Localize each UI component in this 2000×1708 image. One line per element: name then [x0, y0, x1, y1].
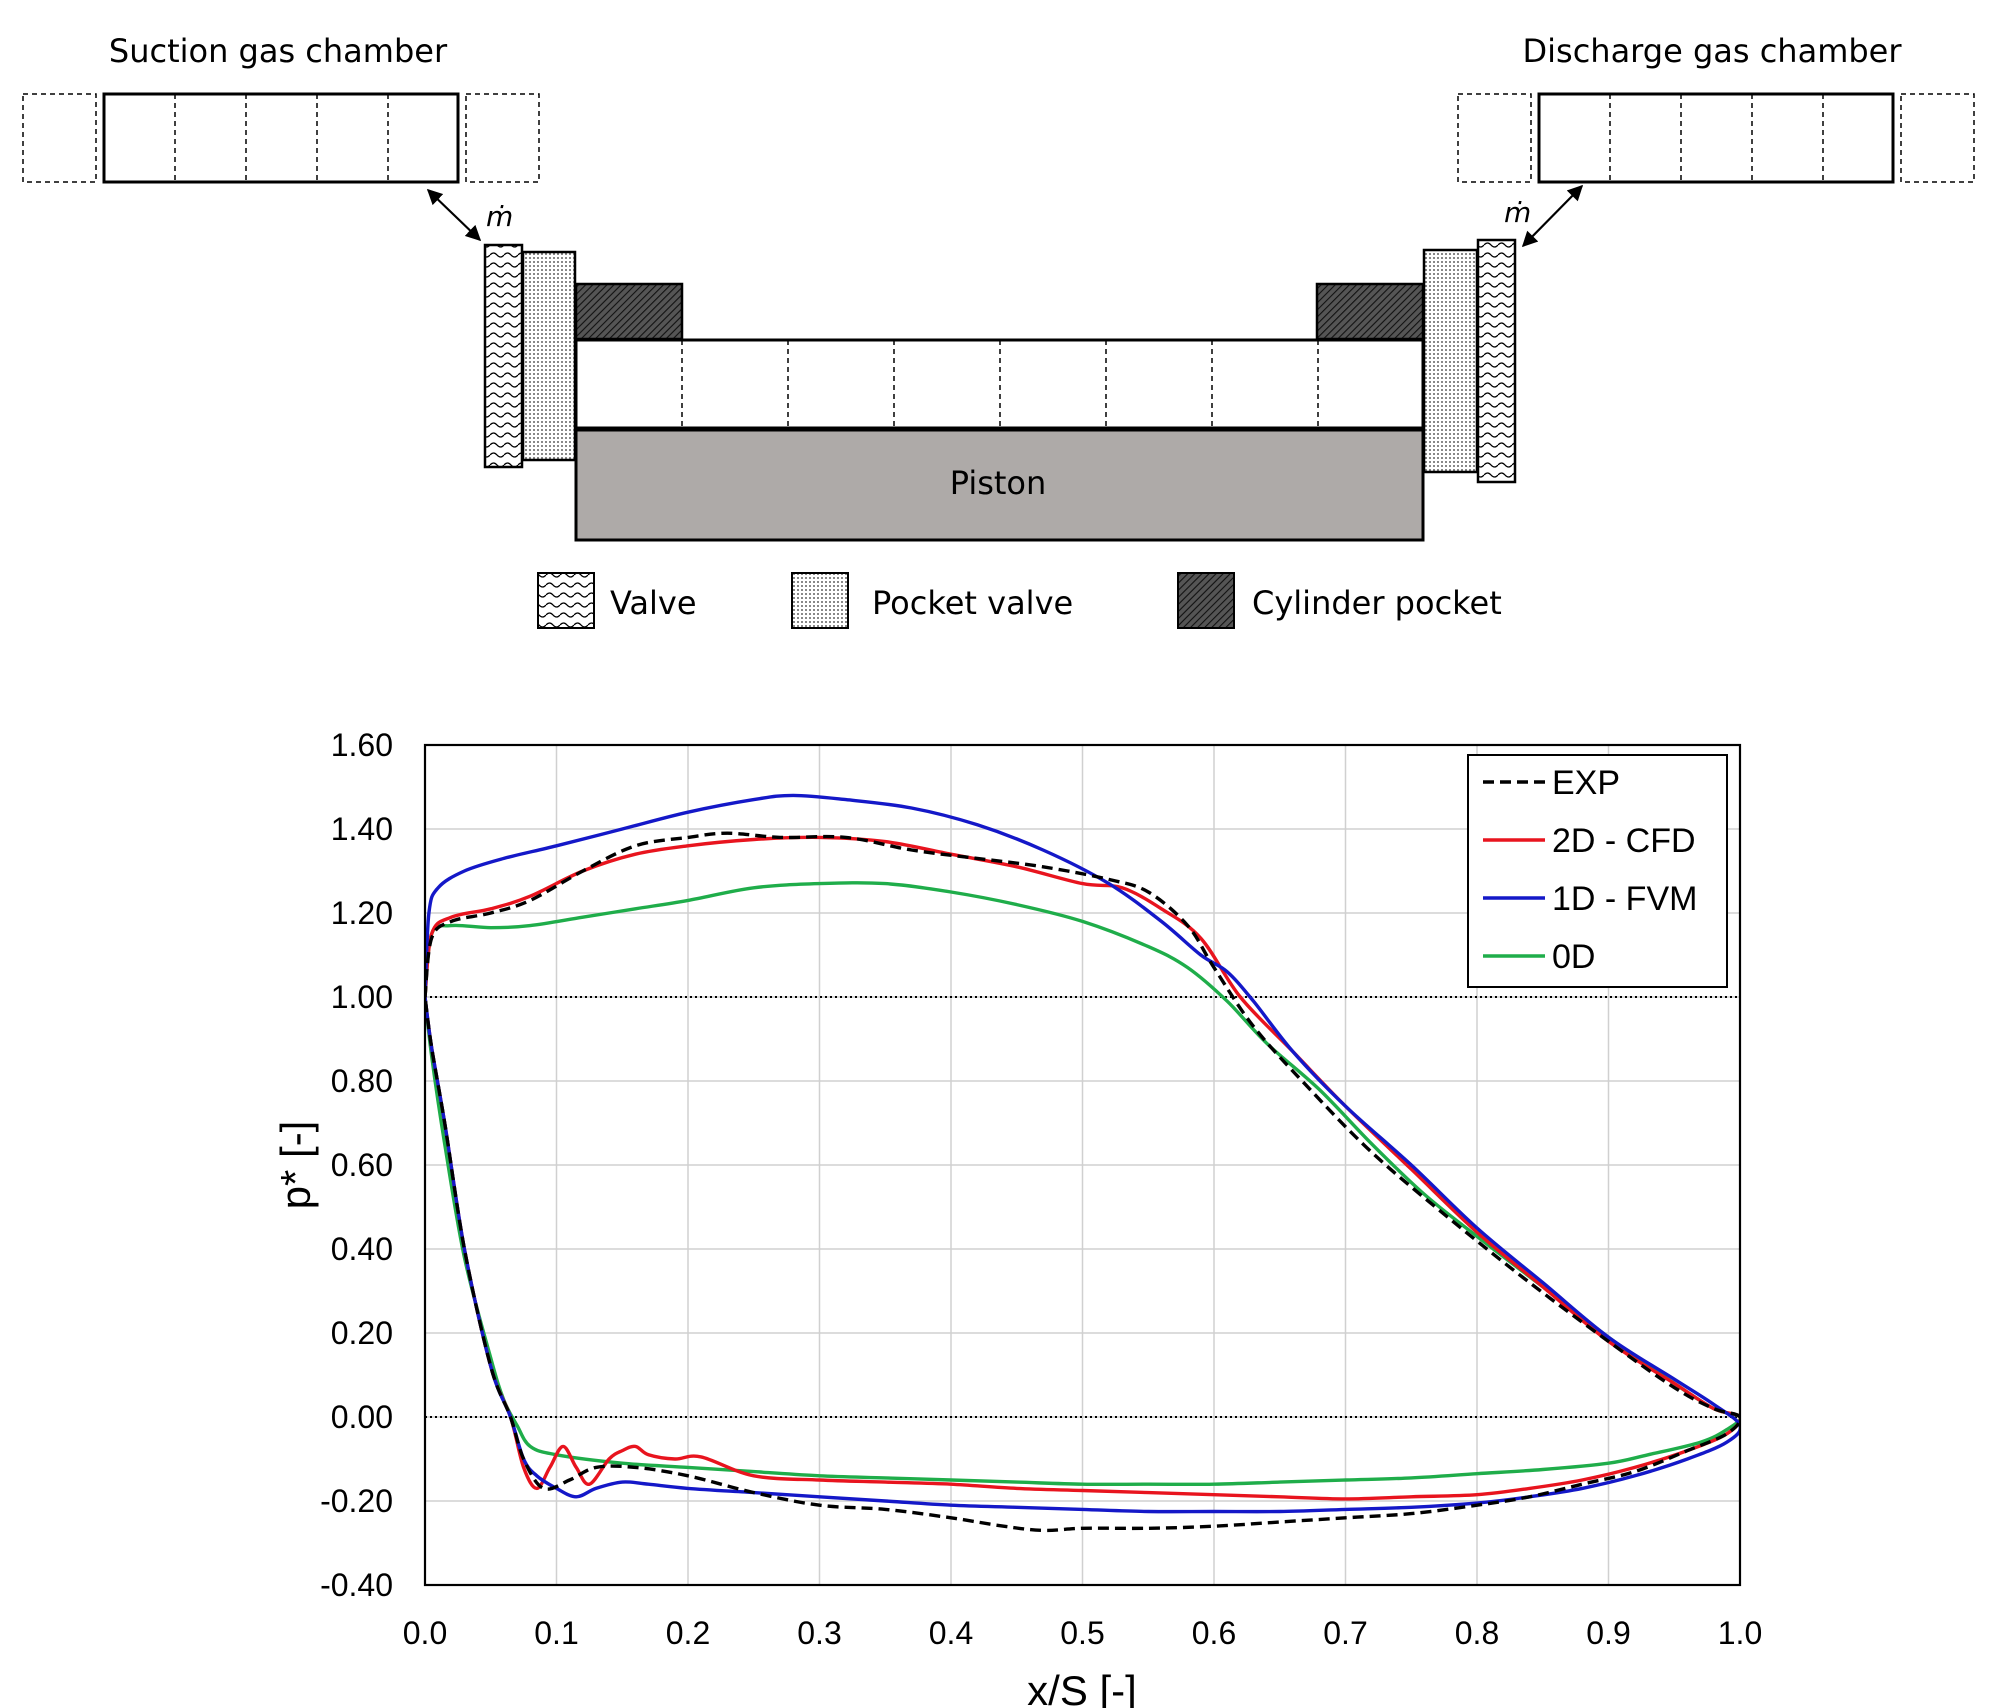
discharge-pocket-valve [1422, 248, 1479, 474]
discharge-valve [1476, 238, 1517, 484]
discharge-chamber: Discharge gas chamber [1457, 32, 1975, 184]
piston [574, 428, 1425, 542]
y-tick-label: 1.20 [331, 895, 393, 931]
x-tick-label: 0.9 [1586, 1615, 1630, 1651]
x-tick-label: 0.5 [1060, 1615, 1104, 1651]
chart-legend: EXP 2D - CFD 1D - FVM 0D [1467, 754, 1728, 988]
x-tick-label: 0.8 [1455, 1615, 1499, 1651]
plot-frame [423, 743, 1742, 1587]
legend-swatch-cylinder-pocket [1177, 572, 1235, 629]
legend-label-exp: EXP [1552, 764, 1620, 802]
cylinder-cell-dividers [681, 340, 1319, 428]
suction-ghost-cell-right [465, 93, 540, 183]
discharge-ghost-cell-right [1900, 93, 1975, 183]
legend-label-2d-cfd: 2D - CFD [1552, 822, 1696, 860]
y-tick-label: 0.80 [331, 1063, 393, 1099]
legend-label-pocket-valve: Pocket valve [872, 584, 1073, 622]
series-line-exp [425, 831, 1740, 1533]
cylinder: Piston [483, 238, 1517, 542]
x-tick-label: 0.7 [1323, 1615, 1367, 1651]
legend-label-cylinder-pocket: Cylinder pocket [1252, 584, 1502, 622]
piston-label: Piston [950, 464, 1047, 502]
y-tick-label: 0.20 [331, 1315, 393, 1351]
y-axis-label: p* [-] [272, 1121, 319, 1210]
mass-flow-arrow-left [426, 188, 482, 242]
legend-label-valve: Valve [610, 584, 697, 622]
legend-label-1d-fvm: 1D - FVM [1552, 880, 1697, 918]
mass-flow-arrow-right [1521, 184, 1584, 248]
y-tick-label: 1.60 [331, 727, 393, 763]
suction-valve [483, 243, 524, 469]
suction-chamber-label: Suction gas chamber [109, 32, 448, 70]
series-group [425, 793, 1740, 1533]
discharge-cylinder-pocket [1315, 282, 1425, 341]
suction-ghost-cell-left [22, 93, 97, 183]
legend-swatch-pocket-valve [791, 572, 849, 629]
diagram-legend: Valve Pocket valve Cylinder pocket [537, 572, 1502, 629]
y-tick-label: -0.40 [320, 1567, 393, 1603]
x-tick-label: 0.0 [403, 1615, 447, 1651]
series-line-0d [425, 881, 1740, 1487]
legend-label-0d: 0D [1552, 938, 1595, 976]
x-tick-label: 0.4 [929, 1615, 973, 1651]
legend-box [1467, 754, 1728, 988]
suction-chamber: Suction gas chamber [22, 32, 540, 184]
suction-cell-dividers [174, 94, 389, 182]
y-tick-label: -0.20 [320, 1483, 393, 1519]
x-tick-labels: 0.0 0.1 0.2 0.3 0.4 0.5 0.6 0.7 0.8 0.9 1.0 [403, 1615, 1762, 1651]
suction-pocket-valve [521, 250, 577, 462]
discharge-cell-dividers [1609, 94, 1824, 182]
mass-flow-label-right: ṁ [1504, 196, 1531, 229]
discharge-chamber-box [1537, 92, 1895, 184]
discharge-chamber-label: Discharge gas chamber [1522, 32, 1902, 70]
x-tick-label: 0.6 [1192, 1615, 1236, 1651]
x-tick-label: 0.3 [797, 1615, 841, 1651]
y-tick-label: 1.40 [331, 811, 393, 847]
mass-flow-label-left: ṁ [486, 200, 513, 233]
series-line-1d-fvm [425, 793, 1740, 1514]
y-tick-label: 1.00 [331, 979, 393, 1015]
discharge-ghost-cell-left [1457, 93, 1532, 183]
pressure-chart: 0.0 0.1 0.2 0.3 0.4 0.5 0.6 0.7 0.8 0.9 1.0 -0.40-… [272, 727, 1762, 1708]
legend-swatch-valve [537, 572, 595, 629]
x-tick-label: 0.2 [666, 1615, 710, 1651]
reference-lines [425, 996, 1740, 1418]
series-line-2d-cfd [425, 835, 1740, 1501]
x-tick-label: 1.0 [1718, 1615, 1762, 1651]
y-tick-label: 0.00 [331, 1399, 393, 1435]
suction-cylinder-pocket [574, 282, 684, 341]
suction-chamber-box [102, 92, 460, 184]
y-tick-labels: -0.40 -0.20 0.00 0.20 0.40 0.60 0.80 1.00 1.20 1.… [320, 727, 393, 1603]
y-tick-label: 0.40 [331, 1231, 393, 1267]
x-tick-label: 0.1 [534, 1615, 578, 1651]
y-tick-label: 0.60 [331, 1147, 393, 1183]
x-axis-label: x/S [-] [1027, 1667, 1137, 1708]
